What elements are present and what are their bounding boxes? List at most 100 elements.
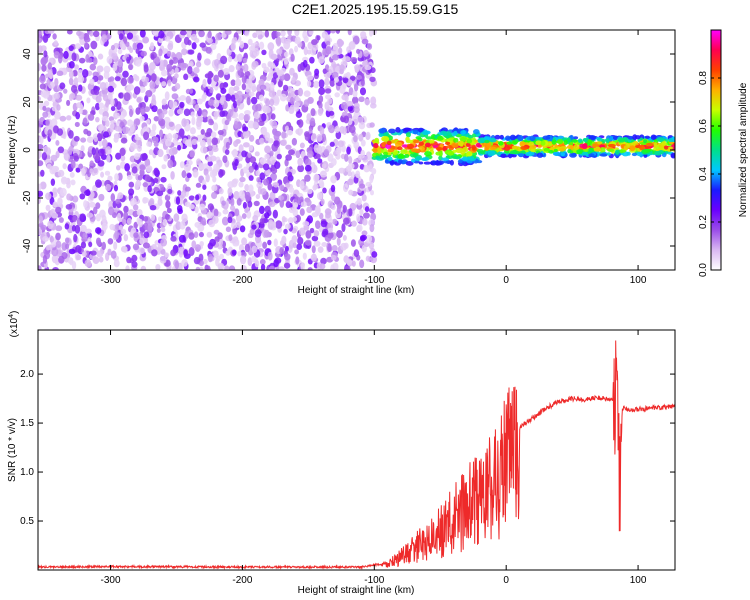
spectrogram-cell xyxy=(242,57,248,64)
spectrogram-cell xyxy=(334,125,340,134)
spectrogram-cell xyxy=(207,138,212,146)
spectrogram-cell xyxy=(318,79,325,89)
spectrogram-cell xyxy=(68,60,75,69)
spectrogram-cell xyxy=(119,121,125,129)
spectrogram-cell xyxy=(304,158,312,167)
spectrogram-cell xyxy=(193,76,200,83)
spectrogram-cell xyxy=(75,245,82,254)
spectrogram-cell xyxy=(153,116,160,122)
x-tick-label: -200 xyxy=(232,275,252,286)
spectrogram-cell xyxy=(268,137,274,144)
snr-multiplier: (x104) xyxy=(8,311,20,338)
spectrogram-cell xyxy=(305,199,312,207)
spectrogram-cell xyxy=(484,139,490,144)
spectrogram-cell xyxy=(581,151,589,156)
spectrogram-cell xyxy=(109,223,116,231)
spectrogram-cell xyxy=(576,148,583,155)
spectrogram-cell xyxy=(38,150,41,160)
spectrogram-cell xyxy=(267,239,272,246)
spectrogram-cell xyxy=(247,38,253,46)
spectrogram-cell xyxy=(50,178,56,186)
spectrogram-cell xyxy=(164,138,172,147)
spectrogram-cell xyxy=(211,36,216,45)
spectrogram-cell xyxy=(140,265,147,270)
spectrogram-cell xyxy=(322,228,329,235)
spectrogram-cell xyxy=(328,65,334,74)
spectrogram-cell xyxy=(437,135,444,141)
spectrogram-cell xyxy=(351,260,356,267)
spectrogram-cell xyxy=(232,148,238,158)
spectrogram-cell xyxy=(299,180,305,190)
spectrogram-cell xyxy=(548,150,555,154)
spectrogram-cell xyxy=(225,250,231,256)
spectrogram-cell xyxy=(445,145,453,149)
spectrogram-cell xyxy=(354,64,361,71)
spectrogram-cell xyxy=(251,245,258,254)
spectrogram-cell xyxy=(348,208,353,217)
spectrogram-cell xyxy=(265,98,271,107)
spectrogram-cell xyxy=(238,113,245,121)
spectrogram-cell xyxy=(258,41,265,50)
spectrogram-cell xyxy=(251,224,257,230)
spectrogram-cell xyxy=(142,36,150,44)
spectrogram-cell xyxy=(236,99,241,106)
spectrogram-cell xyxy=(324,208,332,216)
spectrogram-cell xyxy=(228,65,235,73)
y-tick-label: 20 xyxy=(22,96,33,108)
spectrogram-cell xyxy=(170,51,176,58)
spectrogram-cell xyxy=(207,31,212,39)
spectrogram-cell xyxy=(644,135,650,139)
spectrogram-cell xyxy=(247,152,252,158)
y-tick-label: 1.0 xyxy=(20,467,34,478)
spectrogram-cell xyxy=(105,120,110,127)
spectrogram-cell xyxy=(453,130,459,136)
spectrogram-cell xyxy=(177,144,182,151)
spectrogram-cell xyxy=(74,43,82,50)
spectrogram-cell xyxy=(288,106,295,115)
spectrogram-cell xyxy=(325,94,332,100)
spectrogram-cell xyxy=(88,201,96,208)
spectrogram-cell xyxy=(270,172,277,181)
spectrogram-cell xyxy=(360,77,365,87)
spectrogram-cell xyxy=(139,237,145,245)
spectrogram-cell xyxy=(332,218,338,225)
spectrogram-cell xyxy=(328,218,334,224)
spectrogram-cell xyxy=(192,169,199,178)
spectrogram-cell xyxy=(166,207,172,214)
spectrogram-cell xyxy=(48,70,53,79)
spectrogram-cell xyxy=(294,30,300,37)
spectrogram-cell xyxy=(207,99,215,106)
spectrogram-cell xyxy=(73,135,80,142)
spectrogram-cell xyxy=(72,69,78,77)
spectrogram-cell xyxy=(653,142,658,148)
spectrogram-cell xyxy=(77,69,84,78)
spectrogram-cell xyxy=(512,140,517,145)
spectrogram-cell xyxy=(137,218,144,228)
spectrogram-cell xyxy=(164,252,170,258)
spectrogram-cell xyxy=(189,150,195,158)
spectrogram-cell xyxy=(303,90,311,97)
spectrogram-cell xyxy=(347,163,355,170)
spectrogram-cell xyxy=(181,118,187,128)
spectrogram-cell xyxy=(131,261,138,268)
spectrogram-cell xyxy=(95,227,102,234)
spectrogram-cell xyxy=(142,197,149,204)
spectrogram-cell xyxy=(114,125,122,132)
spectrogram-cell xyxy=(101,139,108,148)
spectrogram-cell xyxy=(193,231,199,239)
spectrogram-cell xyxy=(400,149,408,155)
spectrogram-cell xyxy=(128,108,134,118)
spectrogram-cell xyxy=(58,54,63,64)
spectrogram-cell xyxy=(92,256,100,265)
spectrogram-cell xyxy=(318,178,324,188)
spectrogram-cell xyxy=(343,242,349,249)
spectrogram-cell xyxy=(297,87,304,97)
spectrogram-cell xyxy=(612,135,619,141)
spectrogram-cell xyxy=(201,94,207,102)
spectrogram-cell xyxy=(146,119,151,125)
spectrogram-cell xyxy=(107,238,114,245)
spectrogram-cell xyxy=(53,92,60,100)
spectrogram-cell xyxy=(74,224,81,234)
spectrogram-cell xyxy=(105,146,112,156)
spectrogram-cell xyxy=(234,78,242,87)
